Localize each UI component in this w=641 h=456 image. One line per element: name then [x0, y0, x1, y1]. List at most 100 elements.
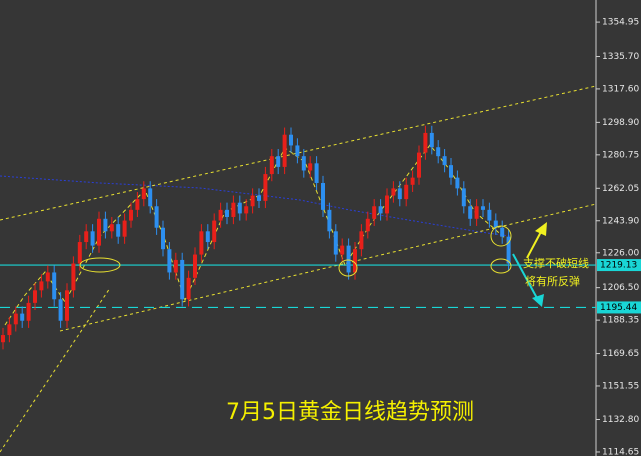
candle-body: [103, 218, 108, 232]
arrow-head: [532, 294, 544, 307]
y-tick-label: 1114.65: [602, 447, 639, 456]
candle-body: [359, 231, 364, 250]
candle-body: [506, 236, 511, 264]
candle-body: [263, 174, 268, 201]
level-label-box: [597, 301, 641, 314]
candle-body: [186, 277, 191, 300]
level-label: 1219.13: [600, 261, 637, 271]
moving-average: [0, 175, 511, 237]
candle-body: [148, 188, 153, 207]
y-tick-label: 1354.95: [602, 18, 639, 28]
candle-body: [282, 134, 287, 167]
candle-body: [391, 188, 396, 196]
candle-body: [474, 206, 479, 219]
candle-body: [71, 263, 76, 291]
candle-body: [26, 302, 31, 321]
y-tick-label: 1132.80: [602, 415, 639, 425]
candle-body: [141, 188, 146, 200]
candle-body: [225, 209, 229, 217]
chart-title: 7月5日黄金日线趋势预测: [226, 400, 474, 425]
candle-body: [333, 231, 338, 255]
candle-body: [20, 313, 25, 321]
y-tick-label: 1262.05: [602, 184, 639, 194]
candle-body: [346, 245, 351, 273]
candle-body: [455, 177, 460, 189]
candle-body: [161, 227, 165, 250]
y-tick-label: 1188.35: [602, 316, 639, 326]
candle-body: [397, 188, 402, 200]
candle-body: [500, 227, 505, 237]
candle-body: [417, 152, 421, 178]
candle-body: [295, 145, 300, 157]
y-tick-label: 1206.50: [602, 283, 639, 293]
candle-body: [244, 206, 249, 214]
candle-body: [77, 242, 82, 264]
candle-body: [33, 290, 37, 303]
candle-body: [353, 249, 357, 273]
candle-body: [237, 202, 242, 214]
candle-body: [199, 231, 204, 255]
candle-body: [423, 132, 428, 153]
candle-body: [39, 281, 44, 291]
candle-body: [122, 220, 127, 237]
candle-body: [231, 202, 236, 217]
arrow: [512, 253, 539, 301]
candle-body: [487, 209, 492, 221]
candle-body: [321, 183, 325, 210]
candle-body: [269, 156, 274, 175]
highlight-ellipse: [338, 259, 358, 277]
y-tick-label: 1317.60: [602, 84, 639, 94]
candle-body: [205, 231, 210, 243]
candle-body: [58, 299, 63, 321]
candle-body: [129, 209, 133, 221]
candle-body: [327, 209, 332, 232]
candle-body: [289, 134, 293, 146]
annotation: 支撑不破短线: [523, 256, 589, 270]
candle-body: [468, 206, 473, 219]
candle-body: [308, 163, 313, 171]
candle-body: [1, 335, 5, 343]
candle-body: [365, 218, 370, 232]
candle-body: [340, 245, 345, 255]
level-label-box: [597, 259, 641, 272]
candle-body: [90, 231, 95, 246]
candle-body: [212, 220, 217, 243]
candle-body: [429, 132, 434, 148]
arrow-head: [535, 222, 547, 236]
candle-body: [193, 254, 197, 278]
candle-body: [493, 220, 498, 228]
candle-body: [109, 224, 114, 232]
y-tick-label: 1169.65: [602, 349, 639, 359]
y-tick-label: 1280.75: [602, 150, 639, 160]
candle-body: [385, 195, 389, 214]
candle-body: [378, 206, 383, 214]
annotation: 将有所反弹: [525, 274, 580, 288]
candle-body: [314, 163, 319, 184]
candle-body: [404, 184, 409, 200]
trend-line: [59, 203, 597, 332]
trend-line: [0, 287, 111, 453]
candle-body: [65, 290, 69, 321]
candle-body: [442, 156, 447, 166]
candle-body: [257, 195, 261, 201]
candle-body: [410, 177, 415, 185]
candle-body: [116, 224, 121, 237]
candle-body: [250, 195, 255, 207]
candle-body: [180, 259, 185, 300]
candle-body: [84, 231, 89, 243]
y-tick-label: 1298.90: [602, 118, 639, 128]
candle-body: [436, 147, 441, 157]
candle-body: [45, 272, 50, 282]
candle-body: [372, 206, 377, 219]
candle-body: [481, 206, 485, 210]
candle-body: [52, 272, 57, 300]
y-tick-label: 1243.90: [602, 216, 639, 226]
candle-body: [167, 249, 172, 273]
y-tick-label: 1335.70: [602, 52, 639, 62]
candle-body: [449, 165, 453, 178]
highlight-ellipse: [79, 257, 121, 273]
candle-body: [276, 156, 281, 167]
candle-body: [301, 156, 306, 171]
candle-body: [218, 209, 223, 221]
